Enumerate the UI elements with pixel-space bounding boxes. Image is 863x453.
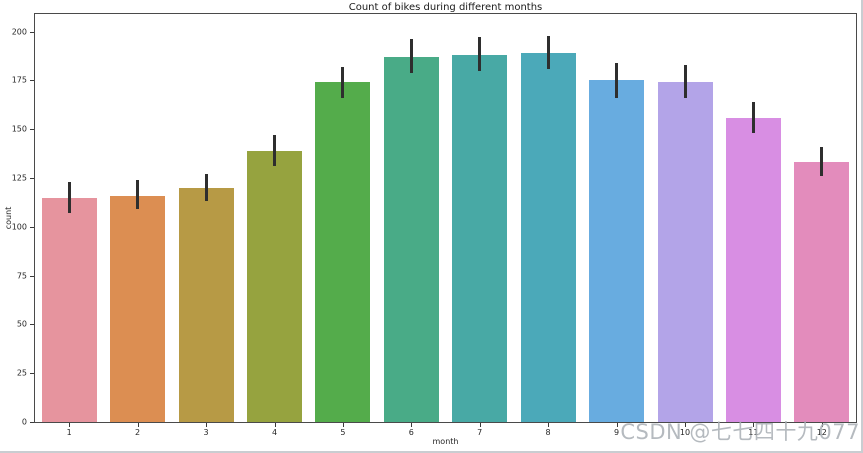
chart-title: Count of bikes during different months: [348, 2, 543, 13]
errorbar-month-3: [204, 174, 208, 202]
x-tick-8: [548, 423, 550, 427]
y-tick-label-75: 75: [16, 271, 27, 281]
errorbar-month-5: [341, 66, 345, 98]
x-tick-label-12: 12: [816, 428, 827, 437]
y-tick-50: [30, 324, 34, 326]
x-tick-label-1: 1: [66, 428, 72, 437]
bar-month-9: [589, 80, 644, 422]
errorbar-month-2: [136, 179, 140, 210]
x-tick-10: [685, 423, 686, 427]
y-tick-label-100: 100: [11, 222, 27, 232]
bar-month-3: [178, 187, 234, 422]
y-tick-label-50: 50: [16, 319, 27, 329]
x-tick-label-2: 2: [135, 428, 141, 437]
y-tick-label-150: 150: [11, 124, 27, 134]
bar-month-1: [41, 197, 97, 422]
y-tick-label-125: 125: [11, 173, 27, 183]
x-tick-2: [137, 423, 139, 427]
errorbar-month-10: [683, 64, 687, 98]
bar-month-7: [452, 55, 508, 422]
x-tick-7: [479, 423, 481, 427]
x-tick-12: [821, 423, 823, 427]
y-tick-200: [30, 31, 34, 33]
bar-month-4: [247, 150, 302, 422]
y-tick-label-200: 200: [11, 27, 27, 37]
x-tick-label-3: 3: [203, 428, 209, 437]
errorbar-month-7: [478, 37, 482, 71]
x-tick-9: [616, 423, 618, 427]
y-tick-0: [30, 422, 34, 423]
errorbar-month-1: [67, 181, 71, 214]
x-tick-5: [342, 423, 344, 427]
y-tick-175: [30, 80, 34, 82]
x-tick-6: [411, 423, 413, 427]
y-axis-label: count: [4, 206, 13, 230]
y-tick-label-175: 175: [11, 75, 27, 85]
y-tick-75: [30, 275, 34, 277]
x-tick-label-11: 11: [748, 428, 759, 437]
bar-month-2: [110, 195, 166, 422]
y-tick-150: [30, 129, 34, 131]
errorbar-month-8: [546, 35, 550, 69]
x-tick-3: [206, 423, 207, 427]
bars-layer: [35, 14, 856, 422]
bar-month-8: [520, 53, 576, 422]
y-tick-100: [30, 226, 34, 228]
x-tick-1: [69, 423, 71, 427]
x-tick-label-7: 7: [477, 428, 483, 437]
y-tick-label-0: 0: [21, 417, 27, 427]
y-tick-125: [30, 178, 34, 179]
errorbar-month-12: [820, 146, 824, 176]
x-tick-label-8: 8: [545, 428, 551, 437]
x-tick-label-4: 4: [271, 428, 278, 437]
watermark: CSDN @七七四十九077: [620, 420, 860, 444]
y-tick-25: [30, 373, 34, 375]
plot-area: [34, 13, 857, 423]
errorbar-month-11: [751, 101, 755, 133]
bar-month-5: [315, 82, 371, 422]
bar-month-10: [657, 82, 713, 422]
bar-month-11: [725, 117, 781, 422]
errorbar-month-6: [409, 39, 413, 73]
x-tick-label-5: 5: [340, 428, 346, 437]
x-tick-label-6: 6: [408, 428, 414, 437]
errorbar-month-9: [615, 62, 618, 98]
bar-month-6: [383, 56, 439, 422]
bar-month-12: [794, 162, 850, 422]
x-tick-4: [274, 423, 276, 427]
x-tick-label-9: 9: [613, 428, 620, 437]
x-tick-11: [753, 423, 755, 427]
x-tick-label-10: 10: [679, 428, 691, 437]
y-tick-label-25: 25: [16, 368, 27, 378]
x-axis-label: month: [432, 437, 459, 446]
errorbar-month-4: [273, 135, 276, 167]
